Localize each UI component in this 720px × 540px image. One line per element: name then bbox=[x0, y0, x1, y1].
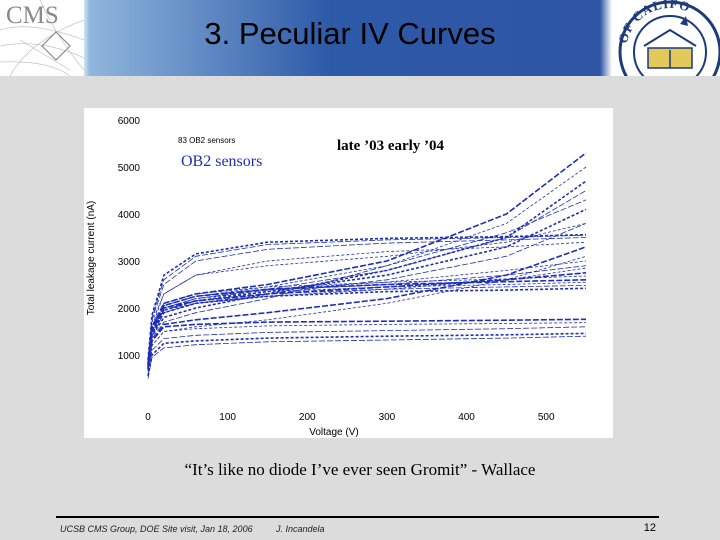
iv-curves-chart: 0 100 200 300 400 500 1000 2000 3000 4000 5000 6000… bbox=[84, 108, 613, 438]
svg-text:OF CALIFO: OF CALIFO bbox=[615, 0, 693, 45]
y-tick-label: 1000 bbox=[118, 351, 141, 362]
cms-logo: CMS bbox=[0, 0, 84, 76]
iv-curve bbox=[147, 335, 587, 379]
x-tick-label: 100 bbox=[219, 412, 236, 423]
uc-seal-text-ring: OF CALIFO bbox=[615, 0, 693, 45]
iv-curve bbox=[147, 272, 587, 365]
header-bar: CMS 3. Peculiar IV Curves OF CALIFO bbox=[0, 0, 720, 104]
iv-curve bbox=[147, 255, 587, 372]
annotation-date-range: late ’03 early ’04 bbox=[337, 138, 445, 154]
iv-curve bbox=[147, 152, 587, 365]
y-tick-label: 2000 bbox=[118, 304, 141, 315]
iv-curve bbox=[147, 199, 587, 370]
iv-curve bbox=[147, 326, 587, 374]
x-axis-label: Voltage (V) bbox=[309, 427, 358, 438]
y-tick-label: 4000 bbox=[118, 210, 141, 221]
annotation-sensor-count: 83 OB2 sensors bbox=[178, 136, 235, 145]
iv-curve bbox=[147, 237, 587, 361]
x-tick-label: 400 bbox=[458, 412, 475, 423]
iv-curve bbox=[147, 208, 587, 367]
iv-curve bbox=[147, 265, 587, 365]
y-tick-label: 6000 bbox=[118, 116, 141, 127]
chart-svg: 0 100 200 300 400 500 1000 2000 3000 4000 5000 6000… bbox=[86, 116, 587, 438]
footer-event: UCSB CMS Group, DOE Site visit, Jan 18, … bbox=[60, 524, 253, 534]
iv-curve bbox=[147, 223, 587, 365]
iv-curve bbox=[147, 332, 587, 377]
y-tick-label: 3000 bbox=[118, 257, 141, 268]
x-tick-label: 500 bbox=[538, 412, 555, 423]
x-tick-label: 200 bbox=[299, 412, 316, 423]
iv-curve bbox=[147, 246, 587, 370]
iv-curve bbox=[147, 180, 587, 369]
uc-seal: OF CALIFO bbox=[614, 0, 720, 104]
cms-logo-graphic bbox=[0, 0, 84, 76]
plot-area bbox=[148, 120, 586, 402]
y-tick-label: 5000 bbox=[118, 163, 141, 174]
iv-curve bbox=[147, 190, 587, 366]
uc-seal-text: OF CALIFO bbox=[615, 0, 692, 45]
iv-curve bbox=[147, 166, 587, 365]
footer-divider bbox=[56, 516, 659, 518]
iv-curve bbox=[147, 322, 587, 372]
cms-logo-text: CMS bbox=[6, 2, 59, 29]
x-tick-label: 0 bbox=[145, 412, 151, 423]
y-axis-label: Total leakage current (nA) bbox=[86, 201, 97, 316]
x-tick-label: 300 bbox=[379, 412, 396, 423]
annotation-ob2-sensors: OB2 sensors bbox=[181, 153, 262, 170]
slide-title: 3. Peculiar IV Curves bbox=[204, 16, 496, 51]
iv-curve bbox=[147, 233, 587, 360]
quote-text: “It’s like no diode I’ve ever seen Gromi… bbox=[184, 460, 536, 479]
iv-curve bbox=[147, 241, 587, 363]
page-number: 12 bbox=[643, 522, 656, 534]
footer-author: J. Incandela bbox=[276, 524, 325, 534]
